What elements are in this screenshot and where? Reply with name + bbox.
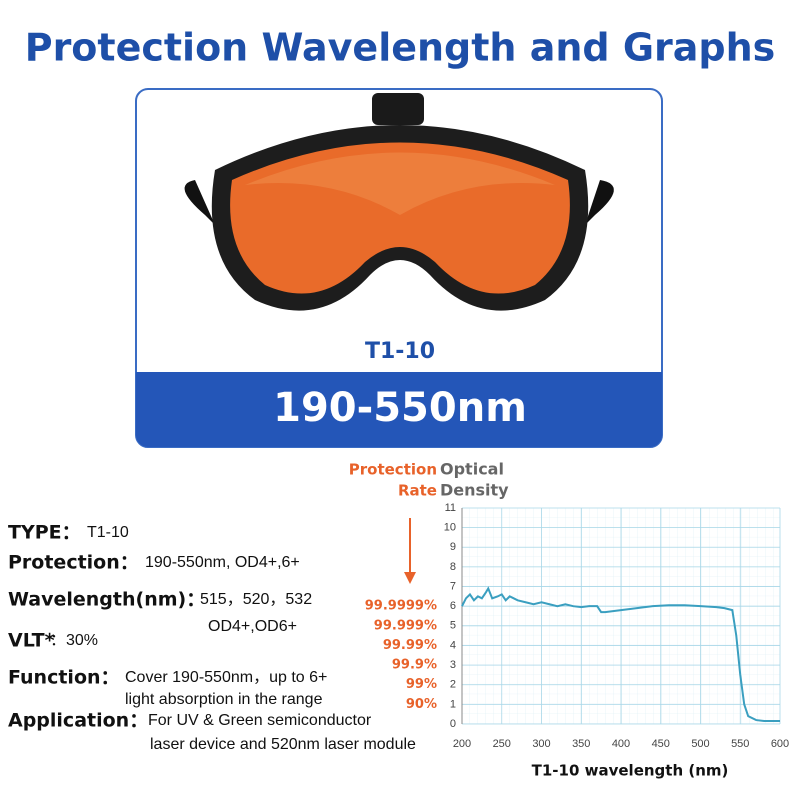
spec-value: Cover 190-550nm，up to 6+ xyxy=(125,669,327,686)
y-tick-label: 8 xyxy=(450,561,456,573)
spec-label: VLT* xyxy=(8,630,55,652)
spec-label: Application： xyxy=(8,710,148,732)
rate-tick-label: 99.99% xyxy=(383,638,437,653)
spec-value: ：30% xyxy=(50,632,98,649)
x-tick-label: 600 xyxy=(771,738,789,750)
rate-tick-label: 90% xyxy=(406,697,437,712)
x-tick-label: 350 xyxy=(572,738,590,750)
spec-label: TYPE： xyxy=(8,522,81,544)
chart: 0 1 2 3 4 5 6 7 8 9 10 11 200 250 300 350 400 450 500 550 60… xyxy=(349,460,789,780)
rate-tick-label: 99.9% xyxy=(392,658,437,673)
y-tick-label: 6 xyxy=(450,600,456,612)
y-tick-label: 2 xyxy=(450,679,456,691)
y-tick-label: 3 xyxy=(450,659,456,671)
x-tick-label: 550 xyxy=(731,738,749,750)
spec-value: For UV & Green semiconductor xyxy=(148,712,372,729)
density-label: Optical xyxy=(440,460,504,479)
y-tick-label: 10 xyxy=(444,522,456,534)
spec-value: OD4+,OD6+ xyxy=(208,618,297,635)
spec-label: Protection： xyxy=(8,552,139,574)
y-tick-label: 1 xyxy=(450,698,456,710)
spec-value: 515，520，532 xyxy=(200,591,312,608)
density-label: Density xyxy=(440,481,509,500)
range-band xyxy=(136,372,662,447)
rate-label: Rate xyxy=(398,482,437,500)
y-tick-label: 0 xyxy=(450,718,456,730)
y-tick-label: 7 xyxy=(450,580,456,592)
arrow-head xyxy=(404,572,416,584)
page-title: Protection Wavelength and Graphs xyxy=(25,26,776,70)
y-tick-label: 4 xyxy=(450,639,456,651)
x-tick-label: 300 xyxy=(532,738,550,750)
y-tick-label: 5 xyxy=(450,620,456,632)
rate-label: Protection xyxy=(349,461,437,479)
x-tick-label: 400 xyxy=(612,738,630,750)
x-axis-label: T1-10 wavelength (nm) xyxy=(532,762,729,780)
y-tick-label: 9 xyxy=(450,541,456,553)
model: T1-10 xyxy=(365,339,435,364)
x-tick-label: 500 xyxy=(691,738,709,750)
data-line xyxy=(461,586,780,723)
spec-label: Wavelength(nm)： xyxy=(8,589,205,611)
spec-value: laser device and 520nm laser module xyxy=(150,736,416,753)
spec-label: Function： xyxy=(8,667,120,689)
goggles xyxy=(184,93,614,311)
y-tick-label: 11 xyxy=(445,502,456,514)
spec-value: T1-10 xyxy=(87,524,129,541)
rate-tick-label: 99% xyxy=(406,677,437,692)
x-tick-label: 200 xyxy=(453,738,471,750)
x-tick-label: 450 xyxy=(652,738,670,750)
x-tick-label: 250 xyxy=(493,738,511,750)
rate-tick-label: 99.9999% xyxy=(365,599,437,614)
rate-tick-label: 99.999% xyxy=(374,618,437,633)
spec-value: 190-550nm, OD4+,6+ xyxy=(145,554,300,571)
spec-value: light absorption in the range xyxy=(125,691,323,708)
range: 190-550nm xyxy=(273,385,527,431)
